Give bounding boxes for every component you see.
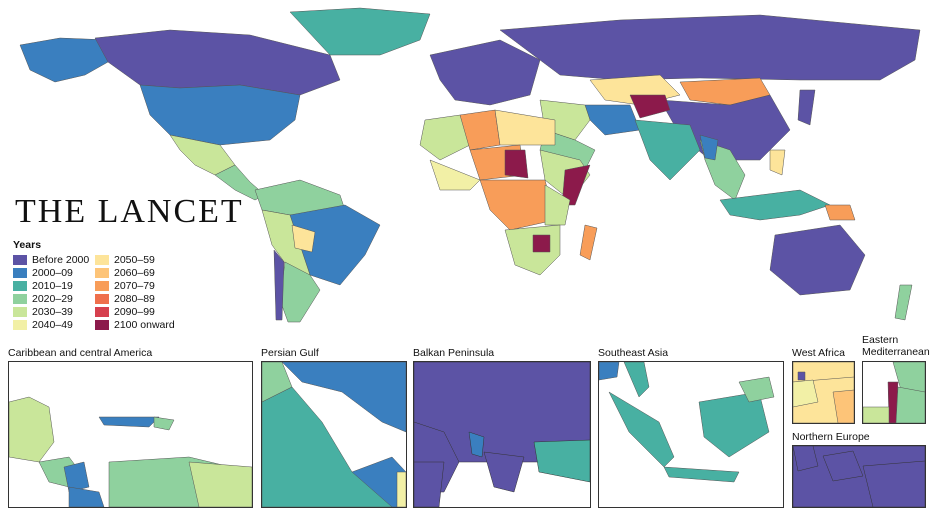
indonesia-region: [719, 189, 831, 221]
inset-eastern-mediterranean: [862, 361, 926, 424]
inset-balkan: [413, 361, 591, 508]
europe-region: [429, 39, 541, 106]
legend-item: 2050–59: [95, 254, 195, 266]
legend-swatch: [13, 268, 27, 278]
legend-item: 2010–19: [13, 280, 95, 292]
legend-swatch: [95, 320, 109, 330]
inset-label-eastern-mediterranean: Eastern Mediterranean: [862, 334, 930, 358]
australia-region: [769, 224, 866, 296]
lancet-logo: THE LANCET: [15, 193, 244, 230]
zimbabwe-region: [532, 234, 551, 253]
legend-title: Years: [13, 239, 42, 251]
legend-swatch: [95, 255, 109, 265]
usa-region: [139, 84, 301, 146]
legend-item: Before 2000: [13, 254, 95, 266]
sudan-region: [504, 149, 529, 179]
inset-caribbean: [8, 361, 253, 508]
inset-southeast-asia: [598, 361, 784, 508]
libya-egypt-region: [494, 109, 556, 146]
inset-label-northern-europe: Northern Europe: [792, 431, 870, 443]
inset-northern-europe: [792, 445, 926, 508]
madagascar-region: [579, 224, 598, 261]
legend-label: 2020–29: [32, 293, 73, 305]
legend-label: Before 2000: [32, 254, 90, 266]
iran-region: [584, 104, 641, 136]
legend-item: 2030–39: [13, 306, 95, 318]
russia-region: [499, 14, 921, 81]
legend-swatch: [13, 255, 27, 265]
central-africa-region: [479, 179, 556, 231]
inset-label-persian-gulf: Persian Gulf: [261, 347, 319, 359]
legend-item: 2080–89: [95, 293, 195, 305]
legend-grid: Before 2000 2050–59 2000–09 2060–69 2010–19 2…: [13, 254, 195, 331]
legend-label: 2090–99: [114, 306, 155, 318]
legend-swatch: [95, 294, 109, 304]
alaska-region: [19, 37, 111, 83]
legend-swatch: [95, 307, 109, 317]
legend-label: 2060–69: [114, 267, 155, 279]
legend-item: 2090–99: [95, 306, 195, 318]
new-zealand-region: [894, 284, 913, 321]
png-region: [824, 204, 856, 221]
legend-swatch: [13, 307, 27, 317]
legend-label: 2050–59: [114, 254, 155, 266]
inset-label-caribbean: Caribbean and central America: [8, 347, 153, 359]
legend-label: 2080–89: [114, 293, 155, 305]
inset-label-southeast-asia: Southeast Asia: [598, 347, 669, 359]
legend-swatch: [13, 320, 27, 330]
inset-label-west-africa: West Africa: [792, 347, 845, 359]
afghanistan-region: [629, 94, 671, 119]
legend: Years Before 2000 2050–59 2000–09 2060–69 20…: [13, 239, 195, 331]
legend-label: 2030–39: [32, 306, 73, 318]
inset-persian-gulf: [261, 361, 407, 508]
inset-label-balkan: Balkan Peninsula: [413, 347, 495, 359]
sahel-region: [429, 159, 481, 191]
world-map: [19, 7, 921, 323]
legend-label: 2040–49: [32, 319, 73, 331]
philippines-region: [769, 149, 786, 176]
legend-swatch: [95, 268, 109, 278]
legend-item: 2060–69: [95, 267, 195, 279]
legend-item: 2070–79: [95, 280, 195, 292]
legend-label: 2070–79: [114, 280, 155, 292]
legend-swatch: [95, 281, 109, 291]
southern-africa-region: [504, 224, 561, 276]
myanmar-region: [699, 134, 719, 161]
legend-item: 2000–09: [13, 267, 95, 279]
india-region: [634, 119, 701, 181]
greenland-region: [289, 7, 431, 56]
north-africa-west: [419, 114, 471, 161]
legend-item: 2020–29: [13, 293, 95, 305]
somalia-region: [561, 164, 591, 206]
legend-label: 2000–09: [32, 267, 73, 279]
legend-swatch: [13, 294, 27, 304]
canada-region: [94, 29, 341, 96]
legend-label: 2100 onward: [114, 319, 175, 331]
east-africa-region: [544, 184, 571, 226]
legend-label: 2010–19: [32, 280, 73, 292]
legend-item: 2100 onward: [95, 319, 195, 331]
japan-region: [797, 89, 816, 126]
inset-west-africa: [792, 361, 855, 424]
legend-swatch: [13, 281, 27, 291]
legend-item: 2040–49: [13, 319, 95, 331]
bolivia-region: [291, 224, 316, 253]
chile-strip: [273, 249, 285, 321]
